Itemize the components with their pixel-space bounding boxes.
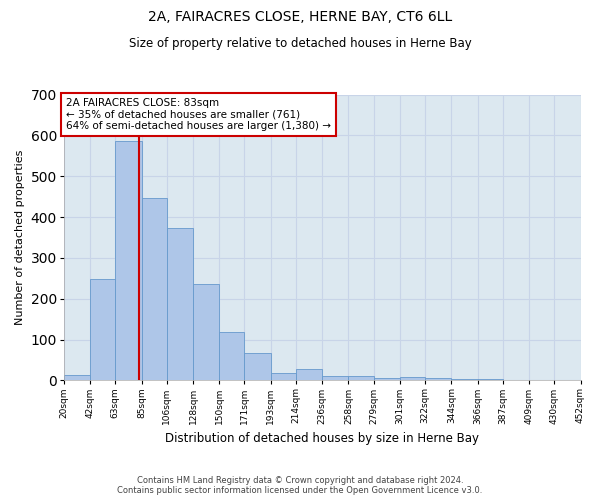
X-axis label: Distribution of detached houses by size in Herne Bay: Distribution of detached houses by size … xyxy=(165,432,479,445)
Bar xyxy=(322,376,349,380)
Bar xyxy=(115,142,142,380)
Bar xyxy=(193,284,220,380)
Bar xyxy=(167,228,193,380)
Y-axis label: Number of detached properties: Number of detached properties xyxy=(15,150,25,325)
Bar xyxy=(64,374,90,380)
Bar xyxy=(451,379,478,380)
Bar xyxy=(425,378,451,380)
Bar xyxy=(244,352,271,380)
Bar xyxy=(90,279,115,380)
Bar xyxy=(296,369,322,380)
Bar xyxy=(142,198,167,380)
Text: 2A, FAIRACRES CLOSE, HERNE BAY, CT6 6LL: 2A, FAIRACRES CLOSE, HERNE BAY, CT6 6LL xyxy=(148,10,452,24)
Bar xyxy=(349,376,374,380)
Text: Contains HM Land Registry data © Crown copyright and database right 2024.
Contai: Contains HM Land Registry data © Crown c… xyxy=(118,476,482,495)
Text: Size of property relative to detached houses in Herne Bay: Size of property relative to detached ho… xyxy=(128,38,472,51)
Bar xyxy=(478,378,503,380)
Bar xyxy=(220,332,244,380)
Bar xyxy=(400,377,425,380)
Bar xyxy=(271,374,296,380)
Text: 2A FAIRACRES CLOSE: 83sqm
← 35% of detached houses are smaller (761)
64% of semi: 2A FAIRACRES CLOSE: 83sqm ← 35% of detac… xyxy=(66,98,331,131)
Bar xyxy=(374,378,400,380)
